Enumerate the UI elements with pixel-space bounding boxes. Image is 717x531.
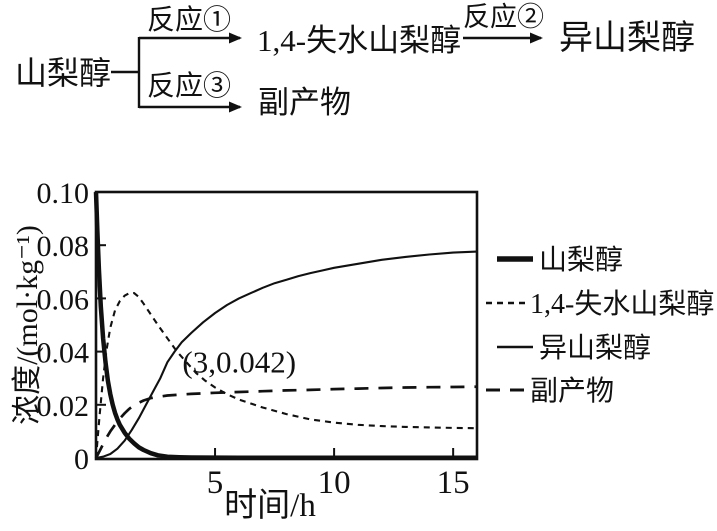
y-axis-label: 浓度/(mol·kg⁻¹) (11, 225, 44, 425)
scheme-node-byproduct: 副产物 (258, 85, 351, 120)
reaction-scheme-lines (111, 32, 543, 113)
x-tick-label: 5 (207, 465, 224, 501)
point-annotation: (3,0.042) (182, 344, 296, 379)
legend-label-isosorbide: 异山梨醇 (539, 332, 651, 364)
y-tick-label: 0.06 (37, 283, 90, 316)
curve-isosorbide (95, 250, 478, 460)
y-tick-label: 0.08 (37, 230, 90, 263)
y-tick-label: 0 (74, 443, 89, 476)
y-tick-label: 0.02 (37, 390, 90, 423)
reaction2-label: 反应② (463, 2, 544, 32)
legend-label-sorbitol: 山梨醇 (539, 244, 623, 276)
scheme-node-anhydrosorbitol: 1,4-失水山梨醇 (257, 23, 462, 58)
x-axis-label: 时间/h (224, 488, 316, 524)
y-tick-label: 0.10 (37, 177, 90, 210)
y-tick-label: 0.04 (37, 337, 90, 370)
legend-label-byproduct: 副产物 (530, 375, 614, 407)
scheme-node-sorbitol: 山梨醇 (15, 55, 112, 91)
x-tick-label: 15 (437, 465, 470, 501)
scheme-bracket (111, 37, 141, 108)
curve-anhydrosorbitol (94, 292, 478, 459)
scheme-node-isosorbide: 异山梨醇 (559, 20, 695, 57)
plot-frame (94, 190, 479, 461)
reaction1-label: 反应① (147, 5, 232, 36)
reaction3-label: 反应③ (147, 71, 232, 102)
curve-sorbitol (93, 191, 477, 460)
legend-label-anhydrosorbitol: 1,4-失水山梨醇 (530, 288, 714, 320)
x-tick-label: 10 (318, 465, 351, 501)
curve-byproduct (94, 385, 478, 459)
